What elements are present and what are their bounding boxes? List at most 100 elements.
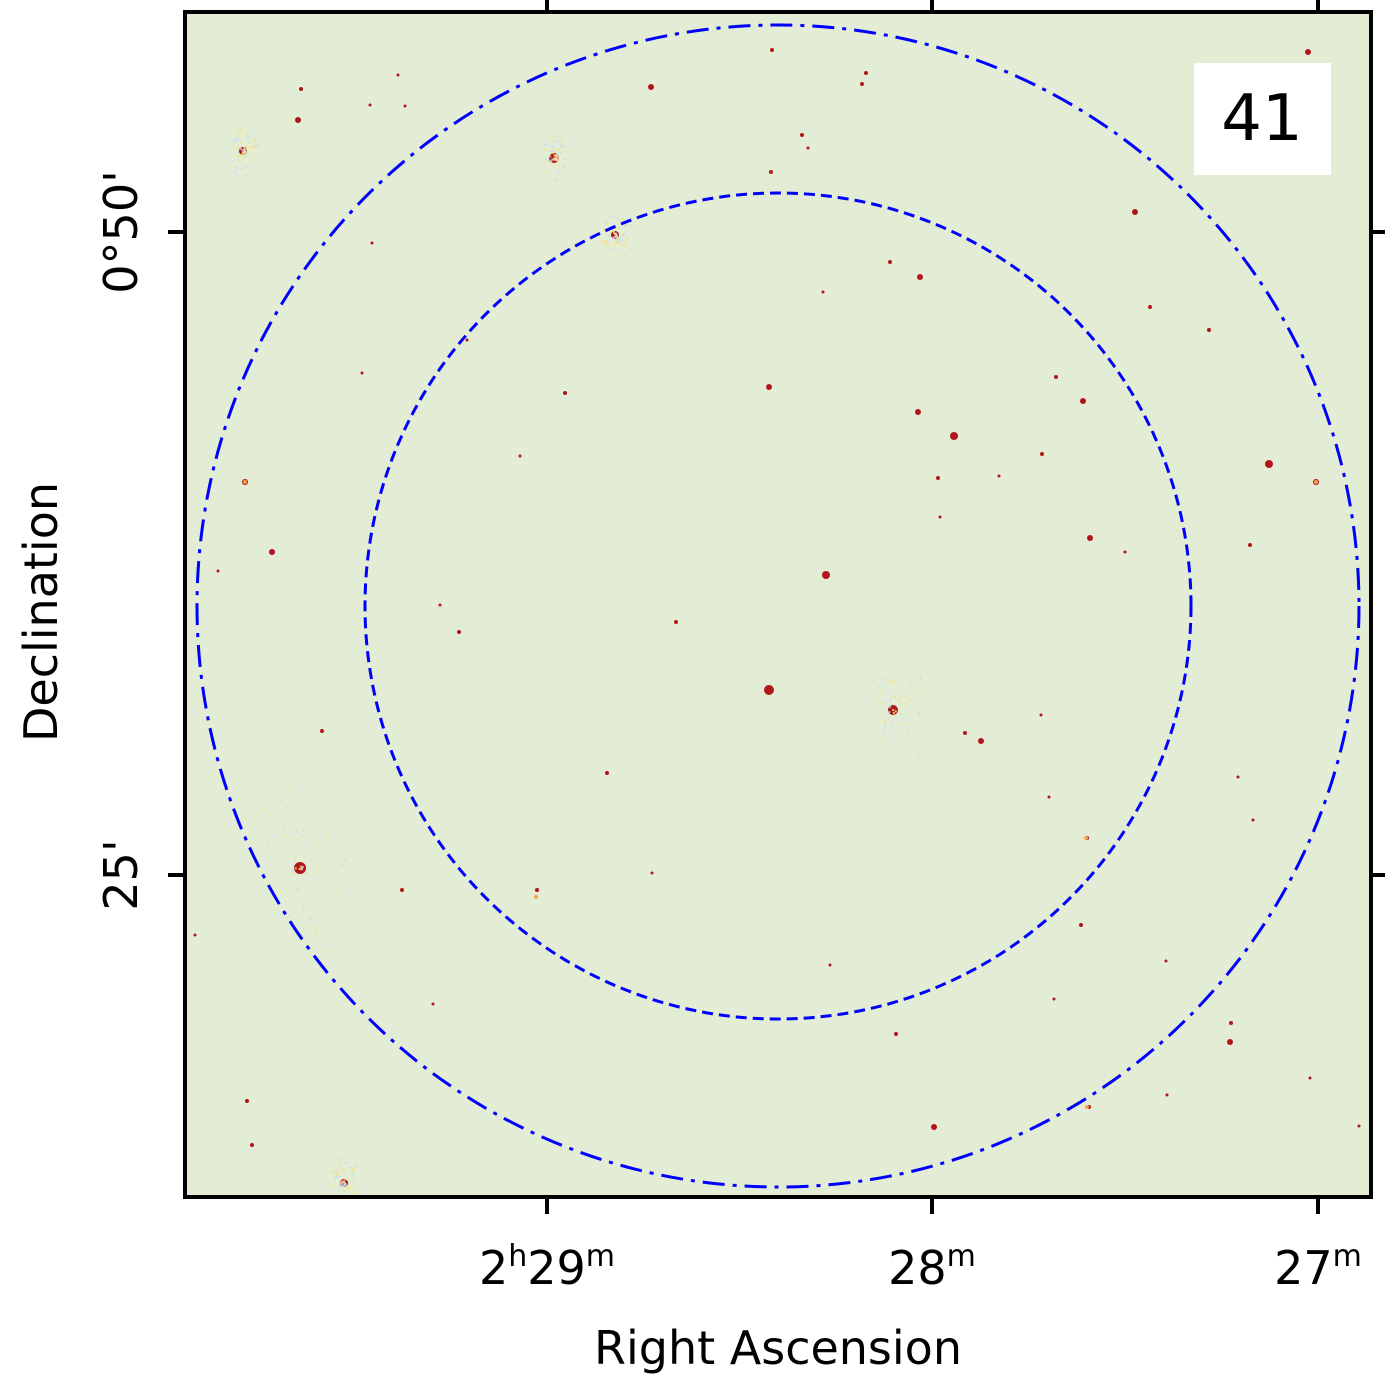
radio-source xyxy=(299,87,303,91)
image-artifact xyxy=(611,215,614,218)
image-artifact xyxy=(342,1184,345,1187)
image-artifact xyxy=(551,144,554,147)
radio-source xyxy=(1148,305,1152,309)
radio-source xyxy=(917,274,923,280)
radio-source xyxy=(1164,959,1168,963)
radio-source xyxy=(770,48,774,52)
image-artifact xyxy=(554,158,557,161)
radio-source xyxy=(936,476,940,480)
image-artifact xyxy=(343,1180,346,1183)
image-artifact xyxy=(325,834,328,837)
image-artifact xyxy=(551,137,554,139)
image-artifact xyxy=(557,163,560,166)
image-artifact xyxy=(339,1181,342,1184)
image-artifact xyxy=(302,904,305,907)
image-artifact xyxy=(255,815,258,818)
faint-source xyxy=(1085,1105,1089,1109)
image-artifact xyxy=(884,732,887,734)
image-artifact xyxy=(626,238,629,241)
image-artifact xyxy=(620,244,623,246)
radio-source xyxy=(400,888,404,892)
image-artifact xyxy=(306,870,309,873)
image-artifact xyxy=(244,153,246,156)
image-artifact xyxy=(334,1169,337,1172)
image-artifact xyxy=(621,234,624,237)
radio-source xyxy=(396,73,400,77)
image-artifact xyxy=(552,151,555,154)
image-artifact xyxy=(240,128,243,131)
image-artifact xyxy=(333,1184,336,1187)
radio-source xyxy=(650,871,654,875)
radio-source xyxy=(563,391,567,395)
image-artifact xyxy=(236,146,239,149)
image-artifact xyxy=(338,1186,340,1189)
image-artifact xyxy=(354,1164,357,1167)
image-artifact xyxy=(618,242,621,245)
panel-number: 41 xyxy=(1221,82,1302,156)
image-artifact xyxy=(608,234,611,237)
image-artifact xyxy=(917,742,920,745)
image-artifact xyxy=(309,859,312,862)
image-artifact xyxy=(618,227,621,230)
image-artifact xyxy=(910,699,913,702)
image-artifact xyxy=(905,703,908,706)
radio-source xyxy=(269,549,275,555)
radio-source xyxy=(1251,818,1255,822)
image-artifact xyxy=(552,150,555,153)
image-artifact xyxy=(234,137,237,140)
image-artifact xyxy=(337,890,340,893)
image-artifact xyxy=(888,711,891,714)
image-artifact xyxy=(294,858,297,861)
radio-source xyxy=(997,474,1001,478)
image-artifact xyxy=(918,713,920,715)
image-artifact xyxy=(887,661,890,664)
image-artifact xyxy=(342,1189,345,1192)
image-artifact xyxy=(623,245,625,248)
image-artifact xyxy=(335,1171,337,1174)
image-artifact xyxy=(247,136,250,139)
image-artifact xyxy=(294,867,297,870)
image-artifact xyxy=(623,254,626,257)
image-artifact xyxy=(298,868,301,870)
image-artifact xyxy=(893,680,896,683)
image-artifact xyxy=(886,702,889,705)
image-artifact xyxy=(306,894,309,897)
radio-source xyxy=(1305,49,1311,55)
image-artifact xyxy=(614,232,616,235)
image-artifact xyxy=(301,835,304,838)
image-artifact xyxy=(337,900,340,903)
image-artifact xyxy=(615,227,618,229)
image-artifact xyxy=(615,241,618,244)
faint-source xyxy=(243,480,247,484)
image-artifact xyxy=(339,1184,342,1187)
radio-source xyxy=(1054,375,1058,379)
x-tick-label-2h29m: 2h29m xyxy=(479,1239,615,1295)
radio-source xyxy=(250,1143,254,1147)
x-axis-label: Right Ascension xyxy=(594,1321,962,1375)
image-artifact xyxy=(232,143,235,146)
image-artifact xyxy=(882,701,885,704)
image-artifact xyxy=(291,869,294,872)
image-artifact xyxy=(285,806,288,809)
image-artifact xyxy=(547,160,550,163)
image-artifact xyxy=(250,147,253,149)
image-artifact xyxy=(612,230,615,232)
image-artifact xyxy=(330,1170,333,1173)
image-artifact xyxy=(891,683,894,686)
image-artifact xyxy=(252,145,255,148)
image-artifact xyxy=(295,830,298,832)
image-artifact xyxy=(240,141,243,144)
radio-source xyxy=(822,571,830,579)
image-artifact xyxy=(917,753,920,756)
image-artifact xyxy=(254,140,257,143)
image-artifact xyxy=(323,785,326,788)
image-artifact xyxy=(256,144,259,147)
radio-source xyxy=(1227,1039,1233,1045)
radio-source xyxy=(769,170,773,174)
image-artifact xyxy=(605,222,608,225)
image-artifact xyxy=(557,172,560,175)
image-artifact xyxy=(868,749,870,752)
image-artifact xyxy=(613,245,616,248)
radio-source xyxy=(295,117,301,123)
radio-source xyxy=(1236,775,1240,779)
